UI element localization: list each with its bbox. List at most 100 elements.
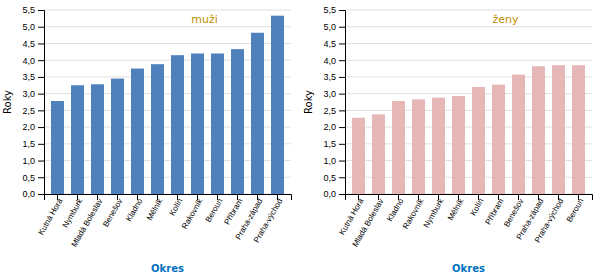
y-tick-mark <box>339 60 345 61</box>
bar <box>91 84 104 194</box>
y-tick: 4,0 <box>323 56 345 66</box>
bar <box>191 53 204 194</box>
x-tick-label: Kladno <box>385 197 406 224</box>
y-tick-mark <box>38 43 44 44</box>
y-tick-mark <box>38 194 44 195</box>
bar <box>171 55 184 194</box>
y-tick-mark <box>339 10 345 11</box>
x-axis: Kutná HoraMladá BoleslavKladnoRakovníkNy… <box>337 194 592 248</box>
bar <box>572 65 585 194</box>
y-tick: 2,5 <box>22 106 44 116</box>
y-axis-line <box>339 11 346 195</box>
y-tick-mark <box>339 94 345 95</box>
x-tick-label: Praha-východ <box>252 197 284 244</box>
x-tick-label: Kolín <box>469 197 486 217</box>
y-tick: 0,5 <box>323 173 345 183</box>
bar <box>432 98 445 194</box>
bar <box>51 101 64 194</box>
y-tick-label: 0,5 <box>323 173 336 183</box>
y-tick-mark <box>339 43 345 44</box>
bar <box>512 75 525 194</box>
x-tick: Kladno <box>385 194 406 223</box>
y-tick-label: 4,5 <box>323 39 336 49</box>
y-axis-title: Roky <box>303 90 314 114</box>
y-tick: 1,5 <box>323 139 345 149</box>
y-tick-label: 5,5 <box>22 5 35 15</box>
y-tick-label: 5,0 <box>323 22 336 32</box>
bar <box>211 53 224 194</box>
y-tick-mark <box>339 161 345 162</box>
x-tick-label: Mladá Boleslav <box>70 197 105 248</box>
y-tick-mark <box>339 194 345 195</box>
y-tick: 5,5 <box>323 5 345 15</box>
y-tick: 4,5 <box>22 39 44 49</box>
y-tick: 5,0 <box>323 22 345 32</box>
y-tick-label: 4,0 <box>22 56 35 66</box>
y-tick-label: 2,5 <box>22 106 35 116</box>
y-tick: 0,0 <box>22 189 44 199</box>
y-tick-mark <box>38 110 44 111</box>
y-tick: 1,5 <box>22 139 44 149</box>
y-tick: 2,0 <box>22 122 44 132</box>
bar <box>71 85 84 194</box>
bar <box>111 79 124 194</box>
y-tick: 4,5 <box>323 39 345 49</box>
x-tick: Nymburk <box>422 194 446 229</box>
y-tick: 3,5 <box>22 72 44 82</box>
y-tick: 0,5 <box>22 173 44 183</box>
grid-line <box>345 26 592 27</box>
y-tick-label: 1,0 <box>22 156 35 166</box>
bars <box>51 16 284 194</box>
y-tick: 0,0 <box>323 189 345 199</box>
bar <box>412 99 425 194</box>
x-tick-label: Benešov <box>101 197 124 228</box>
grid-line <box>44 26 291 27</box>
y-tick: 3,0 <box>22 89 44 99</box>
y-axis: 0,00,51,01,52,02,53,03,54,04,55,05,5 <box>22 5 44 199</box>
x-tick-label: Kolín <box>168 197 185 217</box>
y-tick-label: 4,5 <box>22 39 35 49</box>
y-tick-label: 5,5 <box>323 5 336 15</box>
y-tick-mark <box>339 177 345 178</box>
grid <box>44 10 291 194</box>
x-tick: Kolín <box>168 194 185 217</box>
y-axis-title: Roky <box>2 90 13 114</box>
bar <box>392 101 405 194</box>
x-axis-title: Okres <box>151 263 184 274</box>
y-tick-label: 1,5 <box>22 139 35 149</box>
y-tick-mark <box>38 60 44 61</box>
y-axis-line <box>38 11 45 195</box>
x-tick: Mladá Boleslav <box>351 194 386 248</box>
y-tick-label: 3,0 <box>323 89 336 99</box>
bar <box>251 33 264 194</box>
x-tick-label: Kladno <box>124 197 145 224</box>
y-tick-mark <box>38 177 44 178</box>
x-tick: Kolín <box>469 194 486 217</box>
x-axis: Kutná HoraNymburkMladá BoleslavBenešovKl… <box>36 194 291 248</box>
y-tick-mark <box>38 144 44 145</box>
title: ženy <box>493 13 520 26</box>
chart-canvas: 0,0 0,5 1,0 1,5 2,0 2,5 3,0 3,5 4,0 4,5 5,0 5,5 Kutn… <box>0 0 602 276</box>
y-tick-mark <box>38 161 44 162</box>
x-tick-label: Mělník <box>145 196 165 222</box>
y-tick: 1,0 <box>22 156 44 166</box>
x-tick: Příbram <box>483 194 505 226</box>
y-tick: 1,0 <box>323 156 345 166</box>
bars <box>352 65 585 194</box>
x-tick: Praha-východ <box>533 194 565 244</box>
y-tick-label: 2,5 <box>323 106 336 116</box>
x-tick: Rakovník <box>180 194 205 230</box>
y-tick-label: 3,5 <box>323 72 336 82</box>
y-tick-label: 3,0 <box>22 89 35 99</box>
y-tick: 2,0 <box>323 122 345 132</box>
grid <box>345 10 592 194</box>
x-tick: Mělník <box>446 194 466 222</box>
x-tick-label: Praha-východ <box>533 197 565 244</box>
y-tick-mark <box>339 110 345 111</box>
y-tick-mark <box>38 127 44 128</box>
x-tick-label: Nymburk <box>422 196 446 229</box>
grid-line <box>345 60 592 61</box>
y-tick-label: 2,0 <box>323 122 336 132</box>
y-tick-label: 3,5 <box>22 72 35 82</box>
y-tick-label: 1,0 <box>323 156 336 166</box>
